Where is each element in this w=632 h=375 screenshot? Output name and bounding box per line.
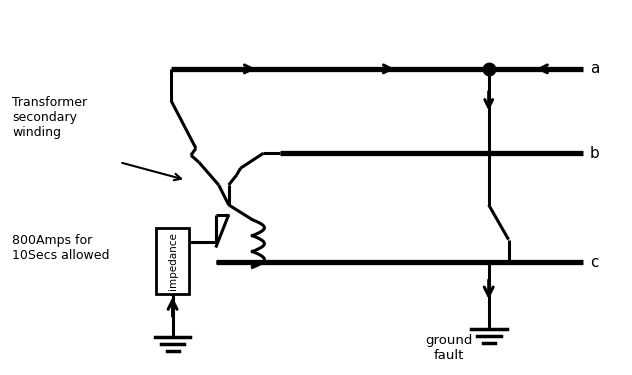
- Text: 800Amps for
10Secs allowed: 800Amps for 10Secs allowed: [12, 234, 110, 261]
- Text: impedance: impedance: [167, 232, 178, 290]
- Text: c: c: [590, 255, 599, 270]
- Text: Transformer
secondary
winding: Transformer secondary winding: [12, 96, 87, 139]
- Bar: [156, 228, 189, 294]
- Text: b: b: [590, 146, 600, 161]
- Text: ground
fault: ground fault: [425, 334, 473, 362]
- Text: a: a: [590, 62, 599, 76]
